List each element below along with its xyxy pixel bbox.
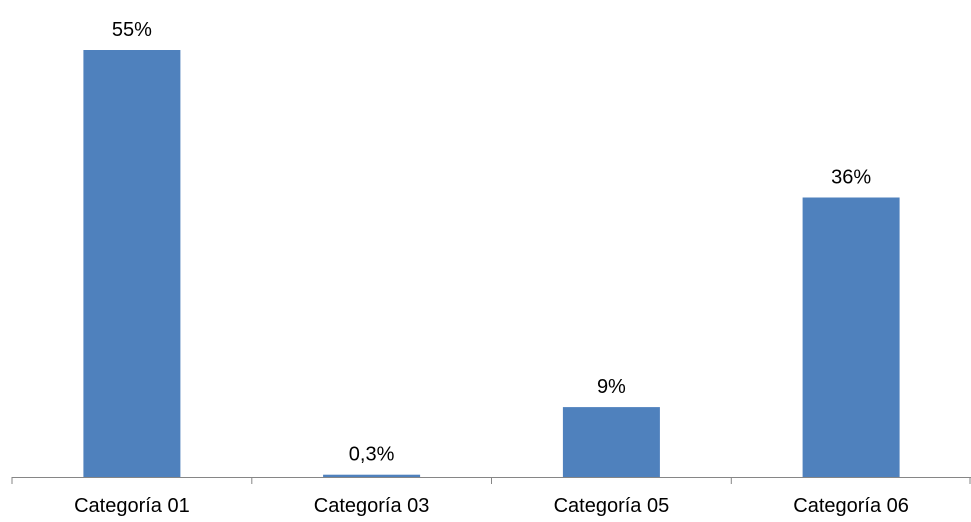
x-axis bbox=[11, 477, 971, 484]
x-tick-label-categoria-05: Categoría 05 bbox=[554, 495, 670, 517]
bar-categoria-03 bbox=[323, 474, 421, 477]
data-labels-group: 55% 0,3% 9% 36% bbox=[112, 19, 871, 466]
x-tick-label-categoria-06: Categoría 06 bbox=[793, 495, 909, 517]
data-label-categoria-05: 9% bbox=[597, 376, 626, 398]
x-tick-labels-group: Categoría 01 Categoría 03 Categoría 05 Cate… bbox=[74, 495, 909, 517]
data-label-categoria-03: 0,3% bbox=[349, 444, 395, 466]
data-label-categoria-01: 55% bbox=[112, 19, 152, 41]
bar-categoria-06 bbox=[802, 197, 900, 477]
data-label-categoria-06: 36% bbox=[831, 167, 871, 189]
bar-categoria-05 bbox=[562, 407, 660, 477]
x-tick-label-categoria-01: Categoría 01 bbox=[74, 495, 190, 517]
bars-group bbox=[83, 50, 900, 477]
bar-categoria-01 bbox=[83, 50, 181, 477]
x-tick-label-categoria-03: Categoría 03 bbox=[314, 495, 430, 517]
